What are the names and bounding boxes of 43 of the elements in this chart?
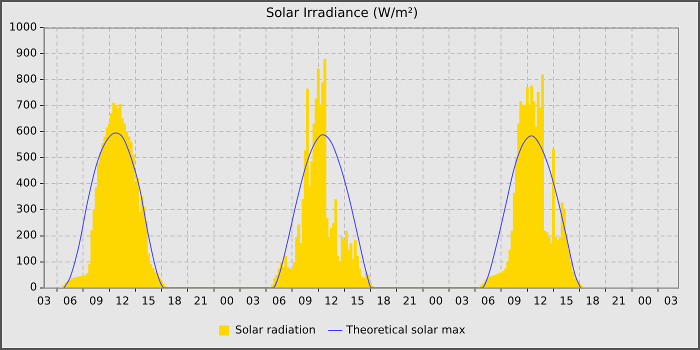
y-tick-label: 400 [16, 176, 37, 190]
y-tick-label: 700 [16, 98, 37, 112]
x-tick-label: 18 [168, 294, 182, 308]
x-tick-label: 06 [272, 294, 286, 308]
y-tick-label: 1000 [8, 20, 37, 34]
y-tick-label: 200 [16, 228, 37, 242]
x-tick-label: 21 [402, 294, 417, 308]
x-tick-label: 06 [481, 294, 496, 308]
x-tick-label: 03 [36, 294, 51, 308]
x-tick-label: 21 [612, 294, 626, 308]
bar [284, 256, 288, 288]
x-tick-label: 18 [586, 294, 600, 308]
legend-label: Theoretical solar max [345, 323, 466, 336]
x-tick-label: 09 [298, 294, 312, 308]
x-tick-label: 03 [246, 294, 260, 308]
x-tick-label: 03 [455, 294, 470, 308]
y-tick-label: 100 [16, 254, 37, 268]
y-tick-label: 300 [16, 202, 37, 216]
x-tick-label: 00 [220, 294, 234, 308]
x-tick-label: 12 [533, 294, 548, 308]
chart-title: Solar Irradiance (W/m²) [266, 6, 418, 22]
bar [541, 74, 544, 288]
x-tick-label: 21 [194, 294, 208, 308]
y-tick-label: 0 [30, 280, 37, 294]
y-tick-label: 900 [16, 46, 37, 60]
x-tick-label: 00 [638, 294, 652, 308]
x-tick-label: 15 [142, 294, 156, 308]
x-tick-label: 00 [428, 294, 443, 308]
y-tick-label: 600 [16, 124, 37, 138]
x-tick-label: 15 [350, 294, 365, 308]
x-tick-label: 12 [115, 294, 130, 308]
bar [323, 58, 326, 288]
y-tick-label: 500 [16, 150, 37, 164]
y-tick-label: 800 [16, 72, 37, 86]
x-tick-label: 18 [376, 294, 391, 308]
legend-label: Solar radiation [235, 323, 316, 336]
x-tick-label: 06 [63, 294, 78, 308]
bar [345, 230, 348, 288]
x-tick-label: 15 [560, 294, 574, 308]
x-tick-label: 03 [664, 294, 678, 308]
x-tick-label: 12 [324, 294, 338, 308]
x-tick-label: 09 [89, 294, 104, 308]
x-tick-label: 09 [507, 294, 522, 308]
